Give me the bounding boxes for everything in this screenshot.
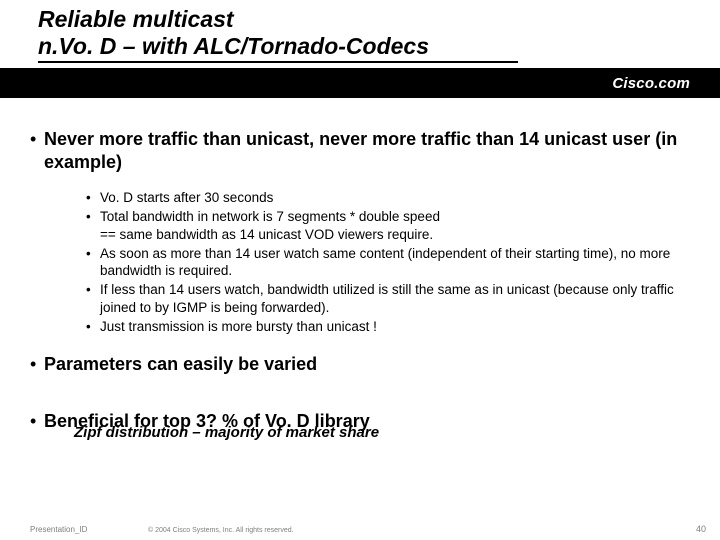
sub-bullet-item: • Just transmission is more bursty than … (86, 318, 690, 335)
sub-bullet-item: • Total bandwidth in network is 7 segmen… (86, 208, 690, 243)
footer-copyright: © 2004 Cisco Systems, Inc. All rights re… (148, 527, 294, 534)
bullet-text: Parameters can easily be varied (44, 353, 317, 376)
slide: Reliable multicast n.Vo. D – with ALC/To… (0, 0, 720, 540)
sub-bullet-text: If less than 14 users watch, bandwidth u… (100, 281, 690, 316)
bullet-dot-icon: • (86, 281, 100, 316)
slide-body: • Never more traffic than unicast, never… (30, 128, 690, 441)
bullet-dot-icon: • (86, 189, 100, 206)
footer-page-number: 40 (696, 524, 706, 534)
title-underline (38, 61, 518, 63)
bullet-dot-icon: • (30, 128, 44, 173)
bullet-dot-icon: • (86, 208, 100, 243)
sub-bullet-item: • Vo. D starts after 30 seconds (86, 189, 690, 206)
sub-bullet-text: As soon as more than 14 user watch same … (100, 245, 690, 280)
footer-presentation-id: Presentation_ID (30, 525, 87, 534)
title-line-2: n.Vo. D – with ALC/Tornado-Codecs (38, 33, 678, 60)
sub-bullet-item: • As soon as more than 14 user watch sam… (86, 245, 690, 280)
bullet-dot-icon: • (86, 318, 100, 335)
zipf-note: Zipf distribution – majority of market s… (74, 424, 690, 441)
sub-bullet-text: Just transmission is more bursty than un… (100, 318, 377, 335)
brand-bar: Cisco.com (0, 68, 720, 98)
slide-footer: Presentation_ID © 2004 Cisco Systems, In… (0, 518, 720, 540)
brand-text: Cisco.com (612, 75, 690, 92)
title-line-1: Reliable multicast (38, 6, 678, 33)
sub-bullet-list: • Vo. D starts after 30 seconds • Total … (86, 189, 690, 335)
sub-bullet-text: Vo. D starts after 30 seconds (100, 189, 273, 206)
bullet-item: • Never more traffic than unicast, never… (30, 128, 690, 173)
slide-title: Reliable multicast n.Vo. D – with ALC/To… (38, 6, 678, 60)
sub-bullet-text: Total bandwidth in network is 7 segments… (100, 208, 440, 243)
bullet-item: • Parameters can easily be varied (30, 353, 690, 376)
bullet-text: Never more traffic than unicast, never m… (44, 128, 690, 173)
bullet-dot-icon: • (30, 353, 44, 376)
bullet-dot-icon: • (86, 245, 100, 280)
bullet-dot-icon: • (30, 410, 44, 433)
sub-bullet-item: • If less than 14 users watch, bandwidth… (86, 281, 690, 316)
spacer (30, 392, 690, 410)
